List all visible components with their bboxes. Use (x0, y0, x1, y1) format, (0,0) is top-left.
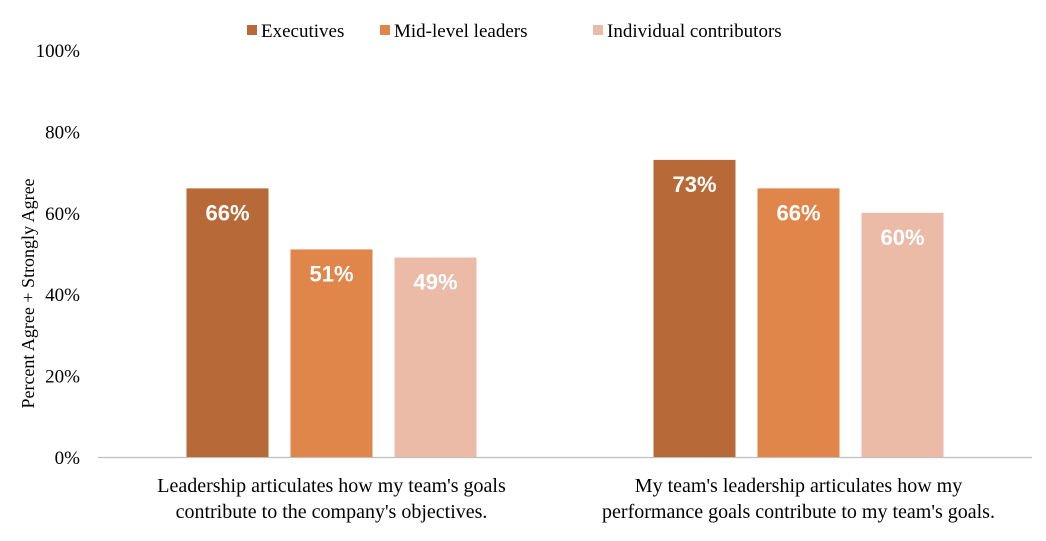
legend-swatch (380, 25, 390, 35)
bar (653, 159, 736, 457)
legend-label: Executives (261, 21, 344, 42)
bar-value-label: 60% (880, 225, 924, 250)
bar-value-label: 66% (205, 200, 249, 225)
bar-value-label: 73% (672, 172, 716, 197)
bar (757, 188, 840, 457)
x-category-label: My team's leadership articulates how my (635, 475, 962, 497)
y-tick-label: 100% (36, 41, 81, 62)
bar (290, 249, 373, 457)
x-category-label: Leadership articulates how my team's goa… (157, 475, 506, 497)
y-tick-label: 80% (45, 122, 80, 143)
x-category-label: performance goals contribute to my team'… (602, 501, 995, 523)
legend-swatch (247, 25, 257, 35)
y-tick-label: 0% (55, 448, 81, 469)
legend-label: Individual contributors (607, 21, 782, 42)
bar-value-label: 66% (776, 200, 820, 225)
y-axis-title: Percent Agree + Strongly Agree (18, 178, 38, 408)
y-tick-label: 20% (45, 367, 80, 388)
bar-value-label: 51% (309, 261, 353, 286)
bar (394, 257, 477, 457)
y-tick-label: 60% (45, 204, 80, 225)
x-category-label: contribute to the company's objectives. (176, 501, 488, 523)
legend-swatch (593, 25, 603, 35)
legend-label: Mid-level leaders (394, 21, 527, 42)
bar-value-label: 49% (413, 270, 457, 295)
bar (861, 212, 944, 457)
bar (186, 188, 269, 457)
y-tick-label: 40% (45, 285, 80, 306)
